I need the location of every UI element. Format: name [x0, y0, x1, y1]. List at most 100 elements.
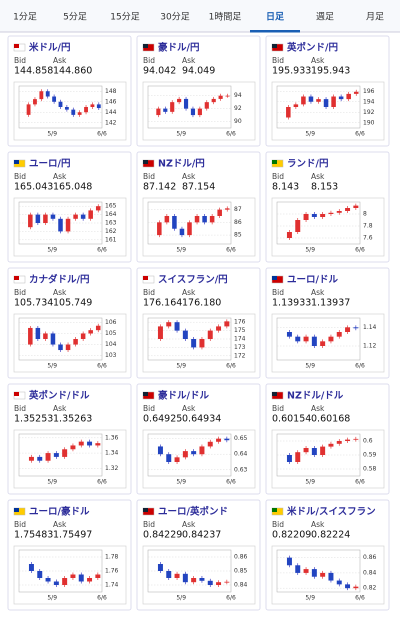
candle — [295, 337, 300, 342]
tab[interactable]: 日足 — [266, 12, 285, 23]
x-tick-label: 5/9 — [176, 479, 186, 486]
pair-name[interactable]: 米ドル/スイスフラン — [286, 506, 376, 518]
candle — [354, 92, 359, 94]
x-tick-label: 6/6 — [355, 479, 365, 486]
pair-name[interactable]: ユーロ/豪ドル — [29, 506, 90, 518]
pair-name[interactable]: スイスフラン/円 — [158, 275, 228, 286]
bid-label: Bid — [143, 404, 155, 413]
x-tick-label: 5/9 — [47, 595, 57, 602]
tab[interactable]: 週足 — [316, 12, 334, 23]
candle — [309, 97, 314, 102]
flag-mark — [272, 44, 277, 48]
candle — [224, 582, 229, 583]
pair-name[interactable]: 豪ドル/円 — [158, 42, 199, 54]
pair-name[interactable]: 英ポンド/ドル — [29, 390, 90, 402]
candle — [97, 104, 101, 108]
tab[interactable]: 5分足 — [63, 12, 87, 23]
tab[interactable]: 30分足 — [160, 12, 189, 23]
ask-value: 0.84237 — [182, 530, 221, 541]
candle — [202, 216, 207, 222]
candle — [54, 453, 59, 457]
bid-label: Bid — [14, 56, 26, 65]
candle — [84, 107, 88, 112]
candle — [320, 214, 325, 217]
y-tick-label: 163 — [105, 220, 117, 227]
flag-mark — [14, 392, 19, 396]
ask-label: Ask — [182, 404, 196, 413]
x-tick-label: 5/9 — [176, 131, 186, 138]
candle — [95, 443, 100, 445]
candle — [345, 327, 350, 332]
ask-label: Ask — [311, 172, 325, 181]
ask-label: Ask — [311, 404, 325, 413]
candle — [70, 575, 75, 579]
candle — [294, 104, 299, 107]
candle — [175, 322, 180, 330]
candle — [81, 333, 86, 339]
candle — [304, 448, 309, 452]
candle — [175, 457, 180, 462]
candle — [158, 326, 163, 339]
ask-label: Ask — [182, 56, 196, 65]
candle — [320, 573, 325, 577]
ask-value: 0.64934 — [182, 414, 221, 425]
candle — [337, 211, 342, 213]
candle — [287, 455, 292, 462]
pair-name[interactable]: NZドル/ドル — [287, 391, 344, 402]
candle — [51, 215, 56, 219]
candle — [81, 215, 86, 219]
ask-label: Ask — [53, 288, 67, 297]
candle — [191, 109, 195, 115]
flag-mark — [272, 160, 277, 164]
candle — [59, 102, 63, 107]
x-tick-label: 6/6 — [226, 131, 236, 138]
candle — [216, 439, 221, 442]
tab[interactable]: 1時間足 — [209, 12, 242, 23]
candle — [66, 345, 71, 351]
candle — [312, 337, 317, 346]
flag-mark — [272, 276, 277, 280]
pair-name[interactable]: 豪ドル/ドル — [158, 390, 209, 402]
candle — [46, 453, 51, 461]
candle — [320, 447, 325, 455]
pair-name[interactable]: ユーロ/円 — [29, 159, 70, 170]
pair-name[interactable]: NZドル/円 — [158, 159, 205, 170]
pair-name[interactable]: 英ポンド/円 — [287, 42, 338, 54]
pair-name[interactable]: 米ドル/円 — [28, 42, 70, 54]
candle — [225, 208, 230, 209]
y-tick-label: 103 — [105, 352, 117, 359]
bid-label: Bid — [143, 172, 155, 181]
candle — [198, 109, 202, 115]
pair-name[interactable]: ランド/円 — [287, 159, 328, 170]
tab[interactable]: 月足 — [366, 12, 384, 23]
y-tick-label: 1.34 — [105, 450, 119, 457]
pair-name[interactable]: カナダドル/円 — [29, 274, 89, 286]
y-tick-label: 174 — [234, 336, 246, 343]
candle — [166, 322, 171, 326]
pair-name[interactable]: ユーロ/英ポンド — [158, 506, 228, 518]
candle — [96, 326, 101, 330]
candle — [353, 206, 358, 208]
tab[interactable]: 15分足 — [110, 12, 139, 23]
candle — [33, 99, 37, 104]
flag-mark — [143, 160, 148, 164]
candle — [304, 214, 309, 220]
ask-value: 0.82224 — [311, 530, 350, 541]
candle — [78, 112, 82, 115]
y-tick-label: 0.85 — [234, 568, 248, 575]
bid-label: Bid — [272, 404, 284, 413]
y-tick-label: 1.36 — [105, 434, 119, 441]
ask-label: Ask — [53, 172, 67, 181]
y-tick-label: 0.84 — [234, 582, 248, 589]
ask-label: Ask — [182, 172, 196, 181]
pair-name[interactable]: ユーロ/ドル — [287, 275, 338, 286]
y-tick-label: 7.6 — [363, 235, 373, 242]
candle — [287, 332, 292, 337]
bid-label: Bid — [143, 520, 155, 529]
bid-value: 0.84229 — [143, 530, 182, 541]
candle — [73, 215, 78, 219]
flag-mark — [143, 44, 148, 48]
candle — [287, 232, 292, 238]
bid-label: Bid — [272, 172, 284, 181]
tab[interactable]: 1分足 — [13, 12, 37, 23]
